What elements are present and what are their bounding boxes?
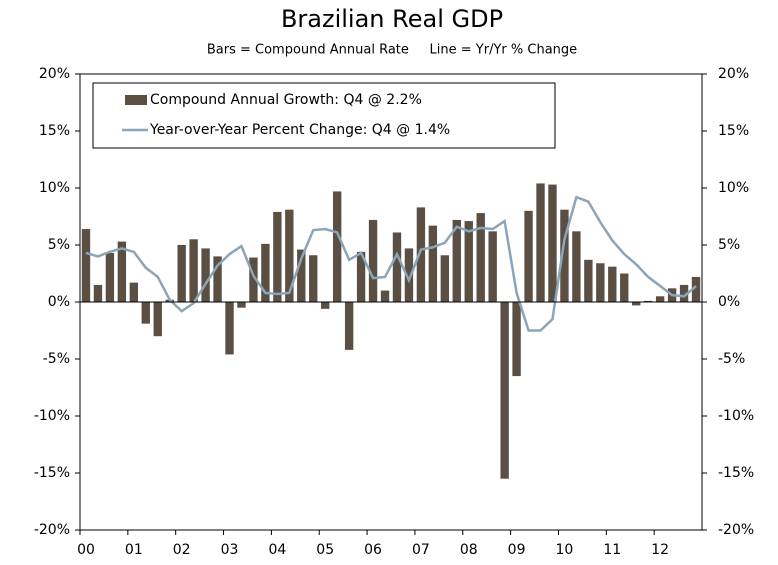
x-tick-label: 03 xyxy=(221,542,239,558)
x-tick-label: 09 xyxy=(508,542,526,558)
bar xyxy=(464,221,473,302)
bar xyxy=(452,219,461,302)
bar xyxy=(261,243,270,302)
x-tick-label: 07 xyxy=(412,542,430,558)
bar xyxy=(380,290,390,302)
x-tick-label: 00 xyxy=(77,542,95,558)
y2-tick-label: -15% xyxy=(718,465,754,481)
bar xyxy=(356,251,366,302)
y-tick-label: -10% xyxy=(34,408,70,424)
bar xyxy=(488,231,497,302)
bar xyxy=(608,266,617,302)
bar xyxy=(309,255,318,302)
bar xyxy=(620,273,629,302)
bar xyxy=(285,209,294,302)
bar xyxy=(368,219,378,302)
bar xyxy=(632,302,641,306)
x-tick-label: 01 xyxy=(125,542,143,558)
legend-label: Compound Annual Growth: Q4 @ 2.2% xyxy=(150,92,422,108)
bar xyxy=(560,209,569,302)
bar xyxy=(153,302,162,337)
bar xyxy=(273,211,282,302)
bar xyxy=(213,256,222,302)
legend-swatch xyxy=(125,95,147,105)
y-tick-label: 15% xyxy=(39,123,70,139)
legend-label: Year-over-Year Percent Change: Q4 @ 1.4% xyxy=(149,122,450,138)
bar xyxy=(249,257,258,302)
y-tick-label: 5% xyxy=(48,237,70,253)
legend-box xyxy=(92,82,556,149)
bar xyxy=(548,184,557,302)
y-tick-label: -15% xyxy=(34,465,70,481)
bar xyxy=(428,225,438,302)
y2-tick-label: -20% xyxy=(718,522,754,538)
y2-tick-label: -10% xyxy=(718,408,754,424)
bar xyxy=(500,302,509,479)
y2-tick-label: 10% xyxy=(718,180,749,196)
y2-tick-label: 20% xyxy=(718,66,749,82)
bar xyxy=(344,302,354,350)
bar xyxy=(596,263,605,302)
bar xyxy=(81,229,91,302)
bar xyxy=(512,302,521,377)
bar xyxy=(440,255,450,302)
bar xyxy=(297,249,306,302)
bar xyxy=(655,296,665,302)
bar xyxy=(476,213,485,302)
y2-tick-label: -5% xyxy=(718,351,745,367)
bar xyxy=(691,276,701,302)
bar xyxy=(105,252,115,302)
x-tick-label: 10 xyxy=(556,542,574,558)
bar xyxy=(572,231,581,302)
bar xyxy=(177,245,186,302)
bar xyxy=(392,232,402,302)
bar xyxy=(332,191,342,302)
y-tick-label: -5% xyxy=(43,351,70,367)
bar xyxy=(524,210,533,302)
bar xyxy=(536,183,545,302)
bar xyxy=(225,302,234,355)
bar xyxy=(129,282,139,302)
bar xyxy=(189,239,198,302)
bar xyxy=(679,284,689,302)
y-tick-label: 10% xyxy=(39,180,70,196)
y2-tick-label: 0% xyxy=(718,294,740,310)
bar xyxy=(201,248,210,302)
bar xyxy=(237,302,246,308)
y2-tick-label: 5% xyxy=(718,237,740,253)
x-tick-label: 05 xyxy=(316,542,334,558)
bar xyxy=(93,284,103,302)
y2-tick-label: 15% xyxy=(718,123,749,139)
bar xyxy=(141,302,150,324)
chart-subtitle: Bars = Compound Annual Rate Line = Yr/Yr… xyxy=(207,43,577,58)
x-tick-label: 04 xyxy=(268,542,286,558)
y-tick-label: 0% xyxy=(48,294,70,310)
x-tick-label: 11 xyxy=(603,542,621,558)
x-tick-label: 06 xyxy=(364,542,382,558)
x-tick-label: 02 xyxy=(173,542,191,558)
y-tick-label: -20% xyxy=(34,522,70,538)
bar xyxy=(584,259,593,302)
y-tick-label: 20% xyxy=(39,66,70,82)
bar xyxy=(404,248,414,302)
bar xyxy=(643,300,653,302)
chart-title: Brazilian Real GDP xyxy=(281,5,503,33)
bar xyxy=(321,302,330,309)
bar xyxy=(117,241,127,302)
bar xyxy=(416,207,426,302)
x-tick-label: 08 xyxy=(460,542,478,558)
line xyxy=(85,195,697,332)
x-tick-label: 12 xyxy=(651,542,669,558)
